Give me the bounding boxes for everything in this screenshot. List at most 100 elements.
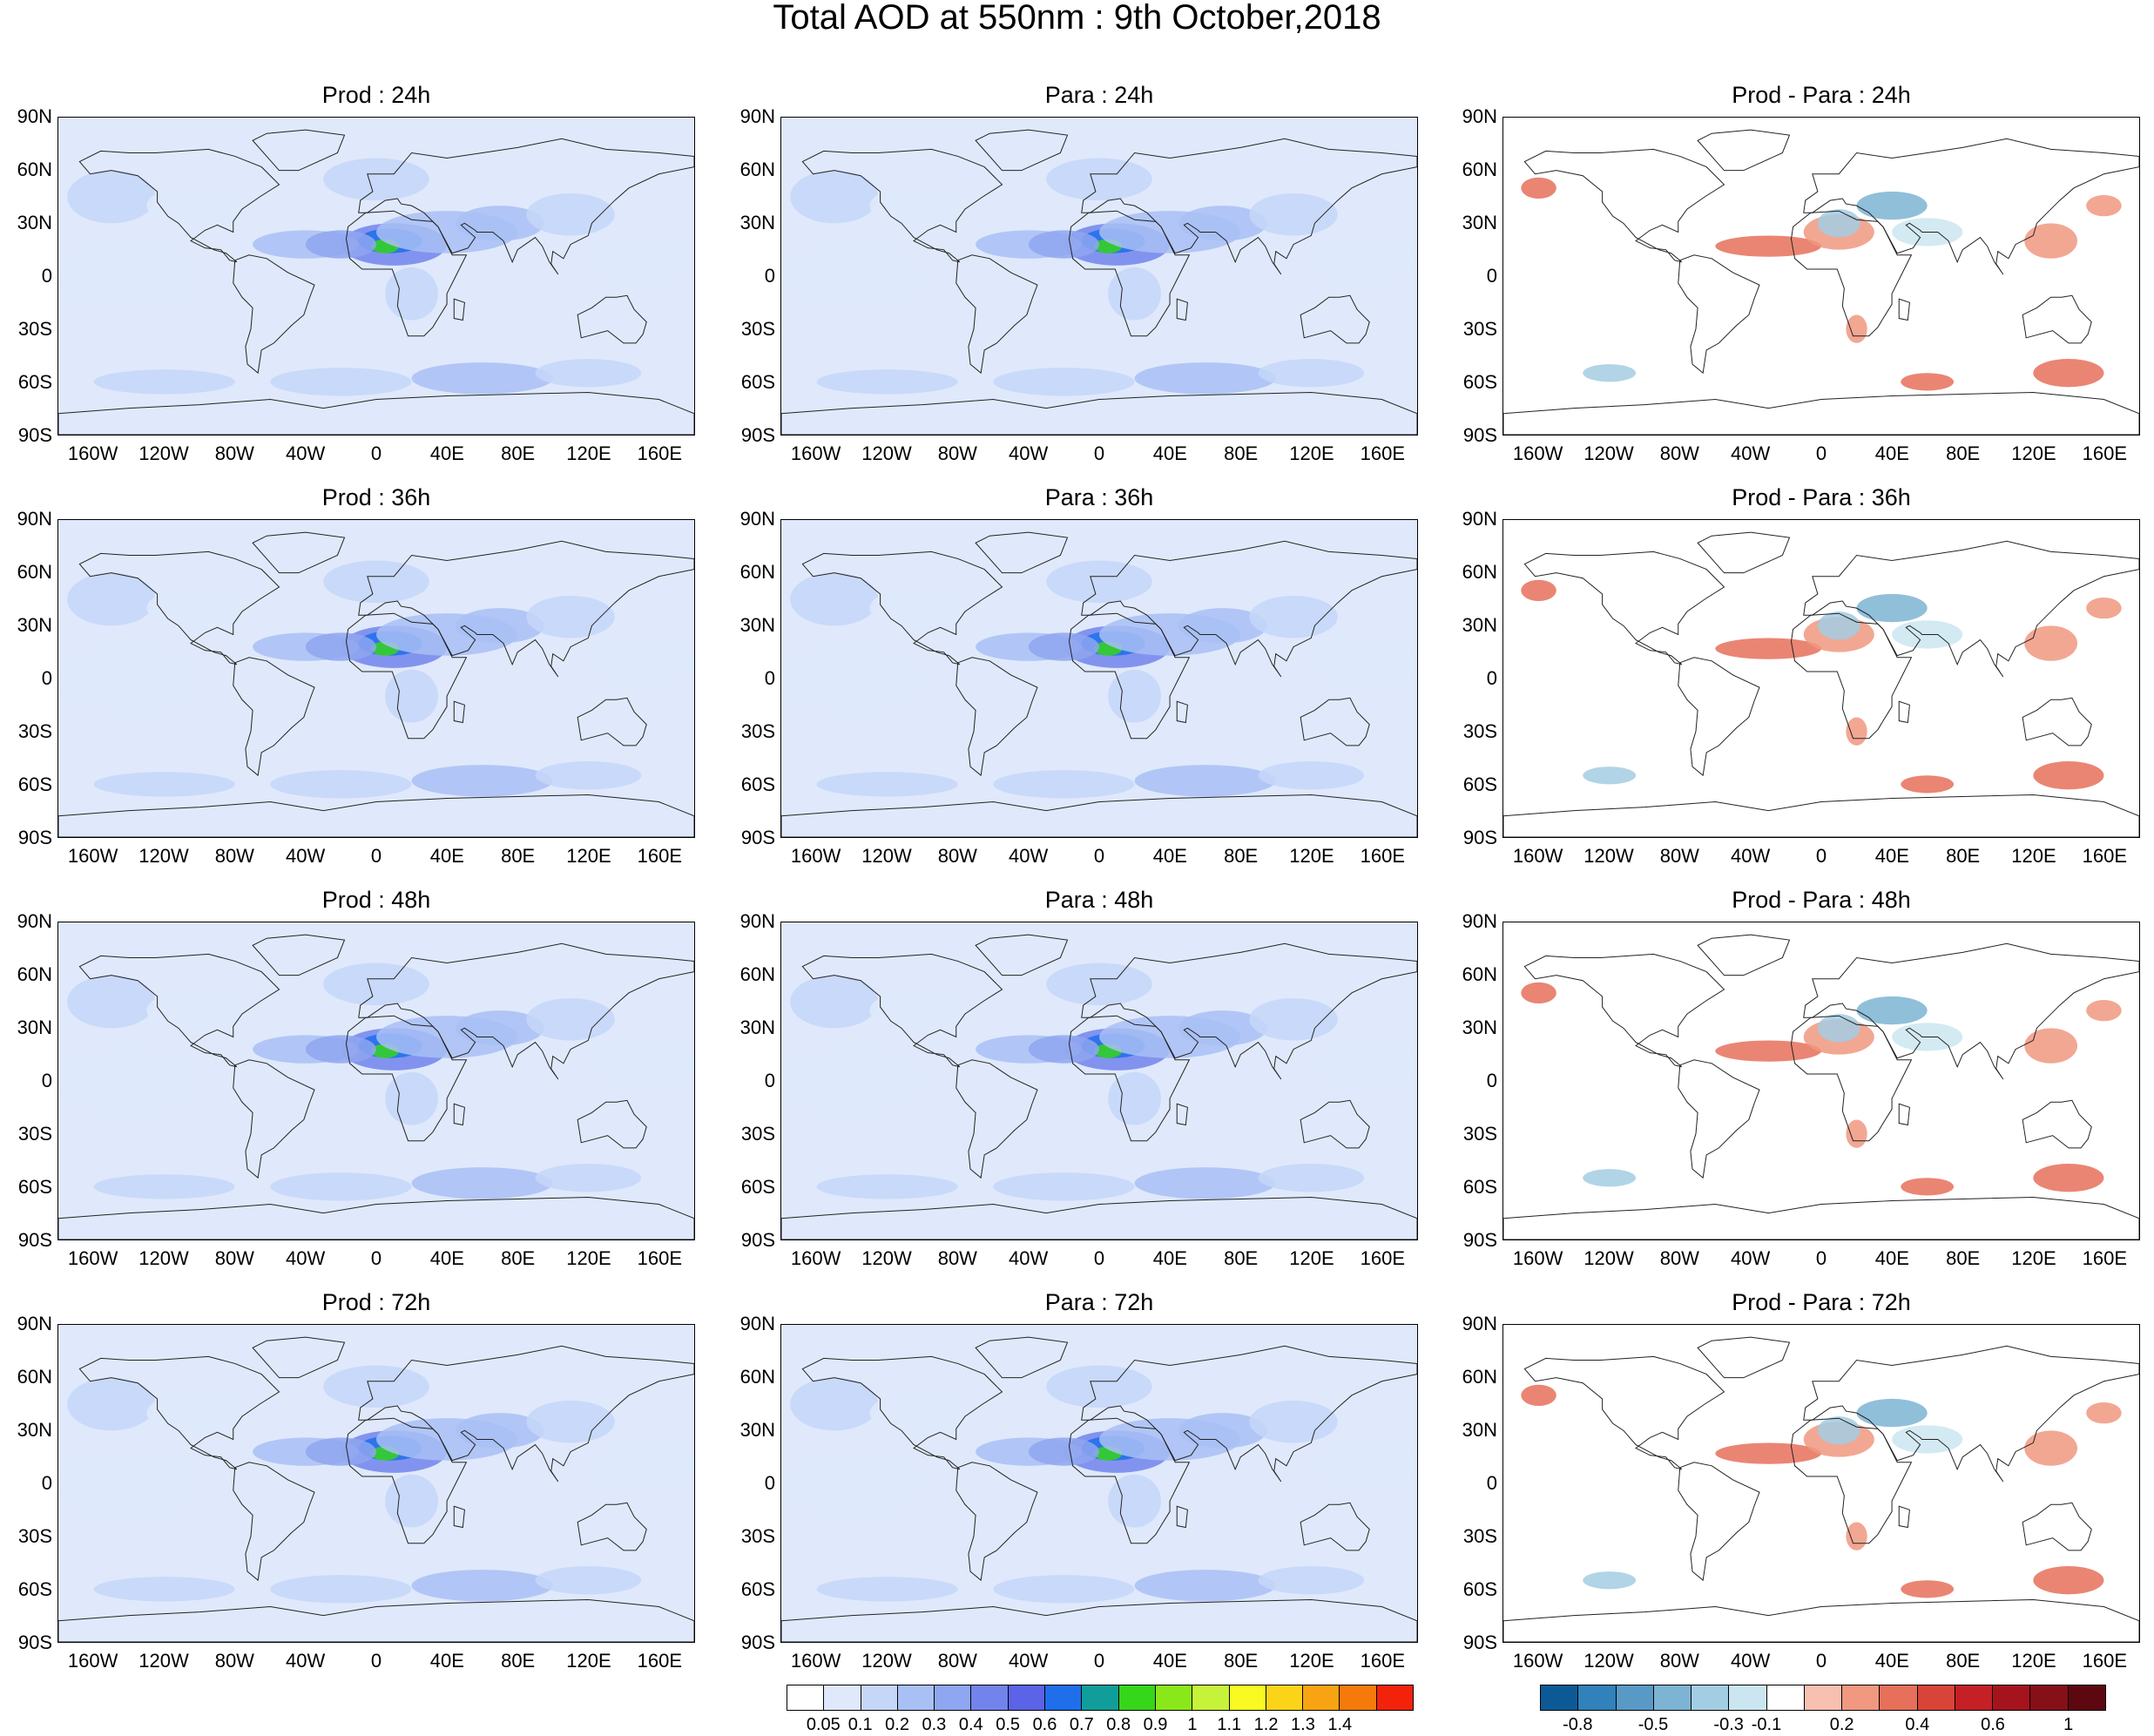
field-contour <box>1046 158 1152 201</box>
lat-tick-label: 90S <box>17 1229 52 1251</box>
colorbar-swatch <box>1578 1685 1617 1710</box>
lon-tick-label: 40E <box>1874 1650 1909 1672</box>
colorbar-swatch <box>971 1685 1009 1710</box>
field-contour <box>1258 359 1365 388</box>
colorbar-label: 0.7 <box>1069 1715 1094 1734</box>
map-background <box>1503 520 2139 837</box>
field-contour <box>1856 996 1928 1025</box>
field-contour <box>1028 230 1099 259</box>
lon-tick-label: 80W <box>214 1247 254 1269</box>
field-contour <box>323 1365 429 1408</box>
field-contour <box>526 193 615 236</box>
coastline-arabia-madagascar <box>453 700 465 724</box>
lon-tick-label: 160W <box>1512 845 1563 867</box>
colorbar-label: 0.9 <box>1143 1715 1168 1734</box>
field-contour <box>993 1575 1135 1604</box>
lon-tick-label: 120W <box>861 1247 912 1269</box>
field-contour <box>1258 761 1365 790</box>
lat-tick-label: 90S <box>17 424 52 446</box>
lat-tick-label: 60N <box>739 159 775 180</box>
lat-tick-label: 0 <box>1486 667 1497 689</box>
field-contour <box>2024 1028 2078 1064</box>
map-canvas <box>58 118 694 435</box>
lon-tick-label: 80W <box>214 1650 254 1672</box>
coastline-antarctica <box>781 1196 1417 1240</box>
map-canvas <box>1503 520 2139 837</box>
colorbar-swatch <box>1653 1685 1692 1710</box>
aod-map <box>780 922 1418 1240</box>
field-contour <box>67 170 156 224</box>
lon-tick-label: 160E <box>2082 845 2128 867</box>
field-contour <box>1521 982 1556 1004</box>
lon-tick-label: 80W <box>937 1650 977 1672</box>
lon-tick-label: 0 <box>1815 1247 1827 1269</box>
field-contour <box>1249 997 1338 1041</box>
colorbar-swatch <box>1616 1685 1654 1710</box>
colorbar-swatch <box>1082 1685 1119 1710</box>
field-contour <box>1108 267 1161 321</box>
field-contour <box>781 1448 923 1519</box>
field-contour <box>1846 314 1867 343</box>
lat-tick-label: 90N <box>1462 508 1497 530</box>
colorbar-label: 0.3 <box>922 1715 947 1734</box>
coastline-north-america <box>1523 953 1725 1068</box>
lat-tick-label: 90S <box>1462 424 1497 446</box>
panel-title: Prod - Para : 36h <box>1732 484 1911 510</box>
lat-tick-label: 90N <box>17 105 52 127</box>
field-contour <box>93 1577 235 1602</box>
lat-tick-label: 60S <box>740 371 775 393</box>
coastline-africa <box>1068 612 1191 740</box>
panel-title: Prod - Para : 48h <box>1732 887 1911 913</box>
lon-tick-label: 160E <box>1360 1650 1406 1672</box>
field-contour <box>1108 669 1161 723</box>
lat-tick-label: 30N <box>17 1419 52 1441</box>
colorbar-label: 0.4 <box>1905 1715 1930 1734</box>
field-contour <box>588 1037 694 1091</box>
coastline-north-america <box>1523 551 1725 665</box>
lat-tick-label: 90N <box>17 910 52 932</box>
lat-tick-label: 30N <box>739 1017 775 1038</box>
lat-tick-label: 30S <box>1462 1123 1497 1145</box>
coastline-south-america <box>955 1462 1038 1582</box>
lat-tick-label: 90S <box>17 827 52 848</box>
colorbar-label: -0.3 <box>1713 1715 1744 1734</box>
lon-tick-label: 0 <box>370 1650 382 1672</box>
difference-map <box>1502 922 2140 1240</box>
field-contour <box>869 1391 976 1435</box>
coastline-africa <box>1068 1015 1191 1142</box>
field-contour <box>1901 775 1955 794</box>
field-contour <box>323 560 429 604</box>
field-contour <box>146 586 253 630</box>
coastline-greenland <box>1697 934 1791 976</box>
lon-tick-label: 160W <box>1512 1247 1563 1269</box>
coastline-australia <box>2022 294 2092 344</box>
lon-tick-label: 120W <box>1583 1650 1634 1672</box>
field-contour <box>816 1577 958 1602</box>
lon-tick-label: 40W <box>286 1650 326 1672</box>
field-contour <box>305 1035 377 1064</box>
lat-tick-label: 90S <box>740 1229 775 1251</box>
lon-tick-label: 80E <box>1224 1247 1259 1269</box>
colorbar-swatch <box>1192 1685 1230 1710</box>
lat-tick-label: 90N <box>17 1313 52 1334</box>
lon-tick-label: 120E <box>2011 1247 2056 1269</box>
difference-map <box>1502 1324 2140 1643</box>
colorbar-swatch <box>1266 1685 1304 1710</box>
coastline-greenland <box>1697 129 1791 172</box>
field-contour <box>2033 1164 2104 1192</box>
lon-tick-label: 160E <box>1360 845 1406 867</box>
lat-tick-label: 30S <box>17 318 52 340</box>
field-contour <box>385 1071 438 1125</box>
field-contour <box>869 989 976 1032</box>
coastline-arabia-madagascar <box>453 1103 465 1126</box>
lon-tick-label: 160E <box>2082 442 2128 464</box>
lat-tick-label: 30N <box>1462 212 1497 233</box>
colorbar-swatch <box>1340 1685 1377 1710</box>
colorbar-swatch <box>1155 1685 1193 1710</box>
lon-tick-label: 40E <box>429 1247 464 1269</box>
lon-tick-label: 0 <box>1093 1247 1105 1269</box>
lon-tick-label: 40E <box>1152 1247 1187 1269</box>
coastline-arabia-madagascar <box>453 1505 465 1529</box>
lon-tick-label: 120E <box>1289 442 1334 464</box>
coastline-australia <box>1300 1099 1370 1149</box>
